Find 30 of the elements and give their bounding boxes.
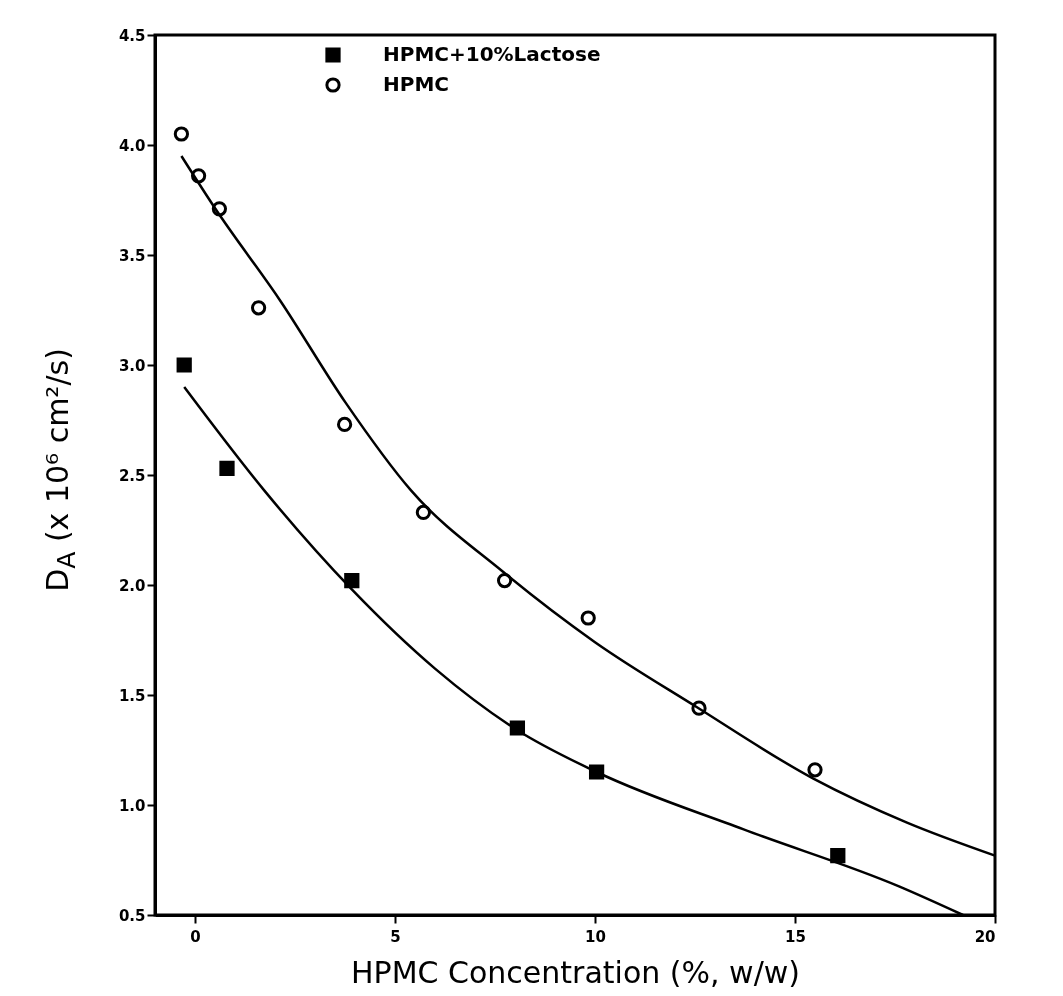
point xyxy=(190,168,207,184)
point xyxy=(219,460,235,477)
y-tick-label: 0.5 xyxy=(118,906,146,925)
y-tick-label: 3.5 xyxy=(118,246,146,265)
legend-label: HPMC+10%Lactose xyxy=(383,42,601,66)
point xyxy=(691,700,707,716)
y-tick-label: 1.5 xyxy=(118,686,146,705)
x-tick-label: 15 xyxy=(785,927,806,946)
y-tick-label: 2.0 xyxy=(118,576,146,595)
point xyxy=(211,201,228,217)
legend-label: HPMC xyxy=(383,72,449,96)
point xyxy=(580,610,596,626)
y-tick-label: 4.0 xyxy=(118,136,146,155)
point xyxy=(336,416,353,433)
x-axis-title: HPMC Concentration (%, w/w) xyxy=(351,954,800,990)
point xyxy=(176,357,192,373)
point xyxy=(830,847,846,864)
x-tick-label: 20 xyxy=(974,927,996,946)
y-tick-label: 2.5 xyxy=(118,466,146,485)
point xyxy=(807,762,823,778)
point xyxy=(250,300,267,316)
point xyxy=(496,572,513,589)
point xyxy=(415,504,432,521)
x-tick-label: 5 xyxy=(390,927,401,946)
x-tick-label: 0 xyxy=(190,927,201,946)
x-tick-label: 10 xyxy=(585,927,606,946)
point xyxy=(173,126,190,142)
y-tick-label: 4.5 xyxy=(118,26,146,45)
y-tick-label: 3.0 xyxy=(118,356,146,375)
y-tick-label: 1.0 xyxy=(118,796,146,815)
